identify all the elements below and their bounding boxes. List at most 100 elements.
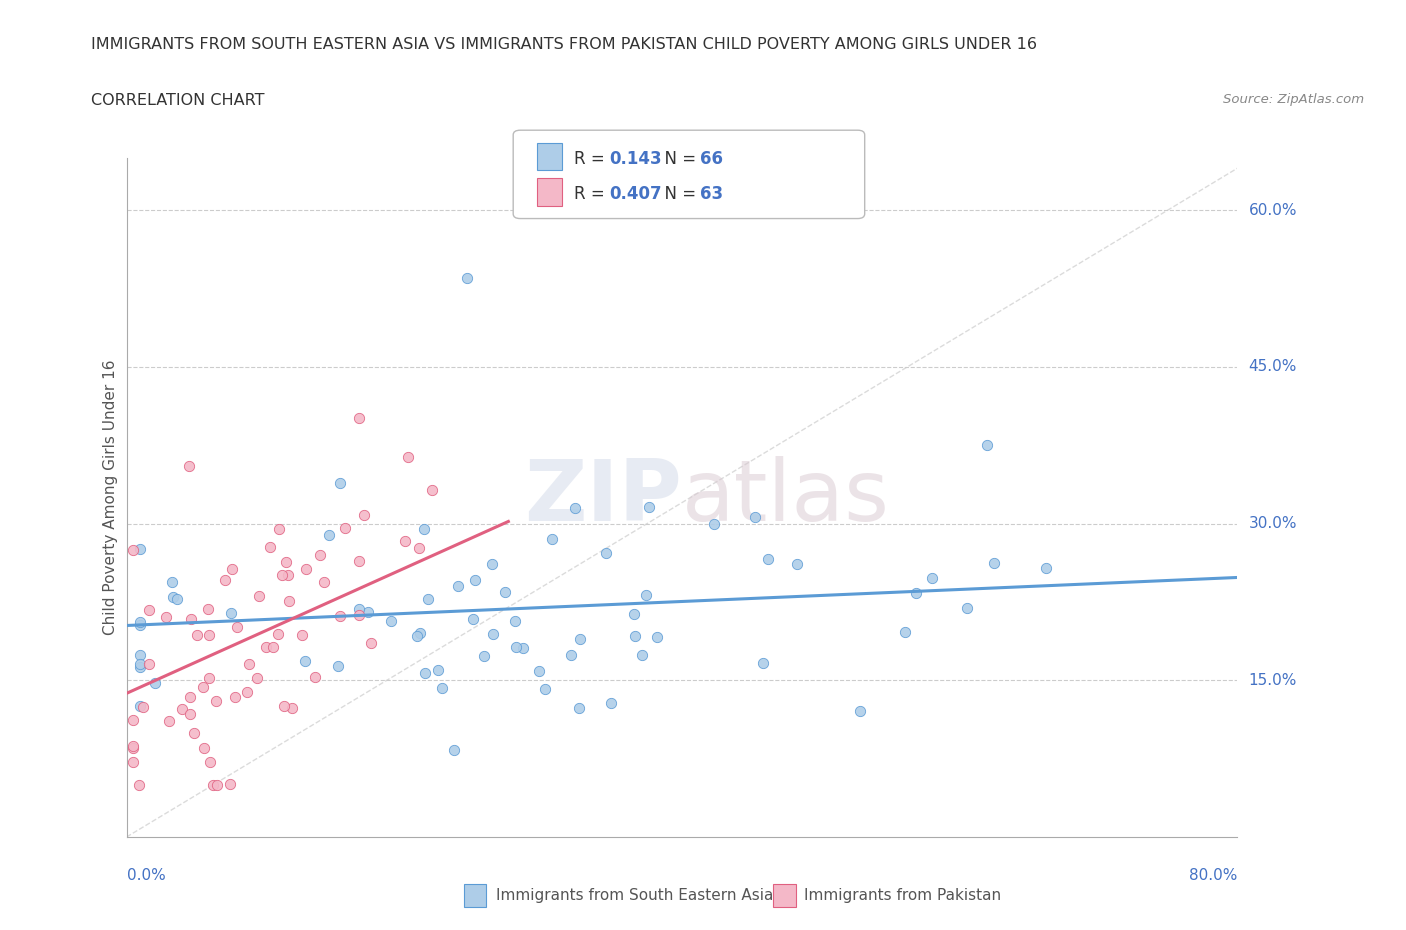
Point xyxy=(221,562,243,577)
Point xyxy=(623,607,645,622)
Point xyxy=(179,689,201,704)
Point xyxy=(224,689,246,704)
Point xyxy=(129,657,152,671)
Point xyxy=(254,640,277,655)
Point xyxy=(122,738,145,753)
Point xyxy=(191,680,214,695)
Point xyxy=(976,438,998,453)
Point xyxy=(595,546,617,561)
Text: N =: N = xyxy=(654,185,702,203)
Point xyxy=(645,629,668,644)
Point xyxy=(512,641,534,656)
Point xyxy=(744,510,766,525)
Point xyxy=(273,698,295,713)
Point xyxy=(281,700,304,715)
Point xyxy=(955,601,977,616)
Text: Source: ZipAtlas.com: Source: ZipAtlas.com xyxy=(1223,93,1364,106)
Point xyxy=(271,567,294,582)
Text: ZIP: ZIP xyxy=(524,456,682,539)
Point xyxy=(294,562,316,577)
Point xyxy=(1035,561,1057,576)
Point xyxy=(309,547,332,562)
Point xyxy=(262,640,284,655)
Point xyxy=(329,608,352,623)
Point xyxy=(183,725,205,740)
Point xyxy=(623,629,645,644)
Text: atlas: atlas xyxy=(682,456,890,539)
Text: Immigrants from South Eastern Asia: Immigrants from South Eastern Asia xyxy=(496,888,773,903)
Point xyxy=(129,618,152,633)
Point xyxy=(259,539,281,554)
Point xyxy=(353,508,375,523)
Text: 60.0%: 60.0% xyxy=(1249,203,1296,218)
Point xyxy=(326,658,349,673)
Point xyxy=(426,662,449,677)
Y-axis label: Child Poverty Among Girls Under 16: Child Poverty Among Girls Under 16 xyxy=(103,360,118,635)
Point xyxy=(413,522,436,537)
Point xyxy=(347,602,370,617)
Point xyxy=(138,657,160,671)
Point xyxy=(418,591,440,606)
Point xyxy=(122,754,145,769)
Point xyxy=(238,657,260,671)
Point xyxy=(494,584,516,599)
Point xyxy=(197,602,219,617)
Text: R =: R = xyxy=(574,185,610,203)
Point xyxy=(155,610,177,625)
Point xyxy=(179,707,201,722)
Point xyxy=(267,627,290,642)
Point xyxy=(129,615,152,630)
Point xyxy=(267,521,290,536)
Point xyxy=(569,631,592,646)
Point xyxy=(568,701,591,716)
Point xyxy=(456,271,478,286)
Point xyxy=(921,571,943,586)
Point xyxy=(447,579,470,594)
Point xyxy=(394,533,416,548)
Point xyxy=(481,557,503,572)
Point xyxy=(129,648,152,663)
Point xyxy=(630,647,652,662)
Point xyxy=(143,675,166,690)
Point xyxy=(752,656,775,671)
Point xyxy=(122,542,145,557)
Point xyxy=(540,532,562,547)
Point xyxy=(905,585,928,600)
Point xyxy=(560,647,582,662)
Point xyxy=(312,575,335,590)
Point xyxy=(180,612,202,627)
Text: N =: N = xyxy=(654,150,702,167)
Point xyxy=(277,594,299,609)
Point xyxy=(461,612,484,627)
Point xyxy=(347,608,370,623)
Text: IMMIGRANTS FROM SOUTH EASTERN ASIA VS IMMIGRANTS FROM PAKISTAN CHILD POVERTY AMO: IMMIGRANTS FROM SOUTH EASTERN ASIA VS IM… xyxy=(91,37,1038,52)
Point xyxy=(129,698,152,713)
Point xyxy=(162,575,184,590)
Point xyxy=(201,777,224,792)
Point xyxy=(420,482,443,497)
Point xyxy=(505,640,527,655)
Point xyxy=(128,777,150,792)
Point xyxy=(247,589,270,604)
Point xyxy=(291,628,314,643)
Point xyxy=(205,777,228,792)
Point xyxy=(482,627,505,642)
Point xyxy=(983,556,1005,571)
Point xyxy=(304,670,326,684)
Point xyxy=(349,553,371,568)
Point xyxy=(529,663,551,678)
Text: R =: R = xyxy=(574,150,610,167)
Point xyxy=(636,588,658,603)
Point xyxy=(408,625,430,640)
Point xyxy=(138,603,160,618)
Point xyxy=(406,629,429,644)
Point xyxy=(564,500,586,515)
Point xyxy=(198,754,221,769)
Point xyxy=(246,671,269,685)
Point xyxy=(219,777,242,791)
Point xyxy=(197,627,219,642)
Point xyxy=(318,527,340,542)
Point xyxy=(177,458,200,473)
Point xyxy=(503,614,526,629)
Text: 80.0%: 80.0% xyxy=(1189,868,1237,883)
